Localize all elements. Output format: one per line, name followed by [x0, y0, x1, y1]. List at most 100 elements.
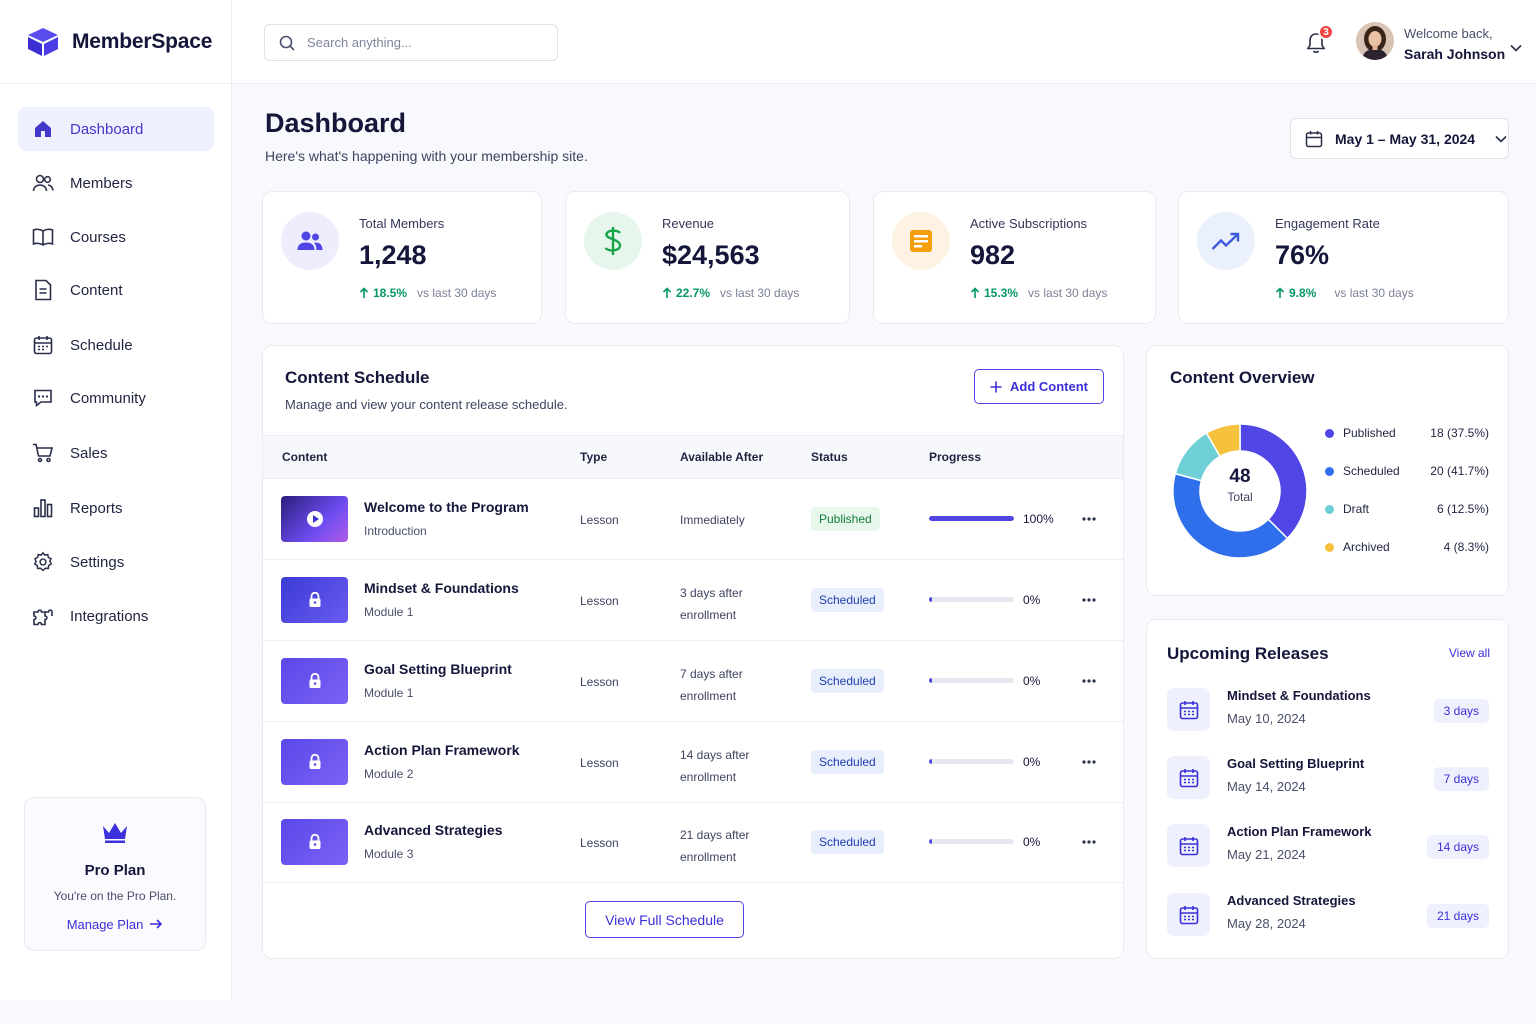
arrow-up-icon — [662, 287, 672, 299]
status-badge: Scheduled — [811, 669, 884, 693]
nav-item-label: Sales — [70, 444, 108, 462]
more-options-icon[interactable] — [1081, 509, 1097, 529]
nav-item-community[interactable]: Community — [18, 376, 214, 420]
progress-value: 0% — [1023, 593, 1041, 607]
nav-item-reports[interactable]: Reports — [18, 486, 214, 530]
available-after-line2: enrollment — [680, 689, 737, 703]
available-after: 3 days after enrollment — [680, 582, 790, 626]
legend-item[interactable]: Scheduled 20 (41.7%) — [1325, 462, 1489, 482]
table-row[interactable]: Mindset & Foundations Module 1 Lesson 3 day… — [263, 560, 1123, 641]
content-thumbnail[interactable] — [281, 819, 348, 865]
table-row[interactable]: Welcome to the Program Introduction Lesson… — [263, 479, 1123, 560]
content-thumbnail[interactable] — [281, 496, 348, 542]
legend-item[interactable]: Draft 6 (12.5%) — [1325, 500, 1489, 520]
stat-value: 1,248 — [359, 240, 427, 270]
release-name: Mindset & Foundations — [1227, 688, 1371, 703]
trend-note: vs last 30 days — [720, 286, 800, 300]
nav-item-members[interactable]: Members — [18, 161, 214, 205]
donut-slice-published[interactable] — [1239, 423, 1307, 540]
content-module: Module 1 — [364, 605, 414, 619]
more-options-icon[interactable] — [1081, 752, 1097, 772]
column-header[interactable]: Available After — [680, 450, 764, 464]
table-row[interactable]: Goal Setting Blueprint Module 1 Lesson 7 da… — [263, 641, 1123, 722]
status-badge: Scheduled — [811, 588, 884, 612]
available-after: 7 days after enrollment — [680, 663, 790, 707]
nav-item-schedule[interactable]: Schedule — [18, 323, 214, 367]
content-name[interactable]: Mindset & Foundations — [364, 580, 519, 596]
donut-slice-archived[interactable] — [1205, 423, 1241, 458]
content-thumbnail[interactable] — [281, 658, 348, 704]
date-range-picker[interactable]: May 1 – May 31, 2024 — [1290, 118, 1509, 159]
search-input[interactable] — [307, 35, 537, 50]
legend-item[interactable]: Archived 4 (8.3%) — [1325, 538, 1489, 558]
plus-icon — [990, 381, 1002, 393]
legend-dot — [1325, 467, 1334, 476]
view-all-link[interactable]: View all — [1448, 646, 1490, 660]
bar-chart-icon — [32, 497, 54, 519]
table-row[interactable]: Advanced Strategies Module 3 Lesson 21 days… — [263, 802, 1123, 883]
available-after-line1: 21 days after — [680, 828, 750, 842]
available-after-line1: 14 days after — [680, 748, 750, 762]
nav-item-sales[interactable]: Sales — [18, 431, 214, 475]
stat-value: 76% — [1275, 240, 1330, 270]
nav-item-integrations[interactable]: Integrations — [18, 594, 214, 638]
stat-value: $24,563 — [662, 240, 760, 270]
nav-item-dashboard[interactable]: Dashboard — [18, 107, 214, 151]
legend-dot — [1325, 429, 1334, 438]
trend-value: 15.3% — [984, 286, 1019, 300]
brand[interactable]: MemberSpace — [26, 26, 212, 58]
column-header[interactable]: Progress — [929, 450, 982, 464]
available-after-line2: enrollment — [680, 770, 737, 784]
upcoming-release-item[interactable]: Action Plan Framework May 21, 2024 14 days — [1167, 820, 1489, 870]
lock-icon — [308, 834, 322, 850]
nav-item-settings[interactable]: Settings — [18, 540, 214, 584]
content-name[interactable]: Action Plan Framework — [364, 742, 520, 758]
nav-item-content[interactable]: Content — [18, 268, 214, 312]
content-name[interactable]: Welcome to the Program — [364, 499, 529, 515]
table-row[interactable]: Action Plan Framework Module 2 Lesson 14 da… — [263, 722, 1123, 803]
column-header[interactable]: Type — [580, 450, 608, 464]
avatar[interactable] — [1356, 22, 1394, 60]
release-name: Advanced Strategies — [1227, 893, 1356, 908]
section-subtitle: Manage and view your content release sch… — [285, 397, 568, 412]
upcoming-release-item[interactable]: Mindset & Foundations May 10, 2024 3 days — [1167, 684, 1489, 734]
progress-value: 0% — [1023, 755, 1041, 769]
stat-trend: 9.8% vs last 30 days — [1275, 286, 1414, 300]
chat-icon — [32, 387, 54, 409]
more-options-icon[interactable] — [1081, 832, 1097, 852]
content-name[interactable]: Goal Setting Blueprint — [364, 661, 512, 677]
content-overview-panel: Content Overview 48 Total Published 18 (3… — [1146, 345, 1509, 596]
legend-item[interactable]: Published 18 (37.5%) — [1325, 424, 1489, 444]
more-options-icon[interactable] — [1081, 671, 1097, 691]
search-box[interactable] — [264, 24, 558, 61]
stat-label: Revenue — [662, 216, 715, 231]
column-header[interactable]: Status — [811, 450, 848, 464]
stat-card-revenue: Revenue $24,563 22.7% vs last 30 days — [565, 191, 850, 324]
more-options-icon[interactable] — [1081, 590, 1097, 610]
dollar-icon — [584, 212, 642, 270]
content-thumbnail[interactable] — [281, 739, 348, 785]
lock-icon — [308, 592, 322, 608]
legend-dot — [1325, 505, 1334, 514]
view-full-schedule-button[interactable]: View Full Schedule — [585, 901, 744, 938]
book-icon — [32, 226, 54, 248]
manage-plan-link[interactable]: Manage Plan — [25, 917, 205, 932]
content-name[interactable]: Advanced Strategies — [364, 822, 503, 838]
lock-icon — [308, 754, 322, 770]
chevron-down-icon[interactable] — [1510, 44, 1522, 52]
add-content-button[interactable]: Add Content — [974, 369, 1104, 404]
page-title: Dashboard — [265, 108, 407, 138]
plan-subtitle: You're on the Pro Plan. — [53, 889, 177, 903]
topbar: 3 Welcome back, Sarah Johnson — [232, 0, 1536, 84]
gear-icon — [32, 551, 54, 573]
content-thumbnail[interactable] — [281, 577, 348, 623]
nav-item-label: Settings — [70, 553, 125, 571]
section-title: Content Overview — [1170, 368, 1315, 387]
users-icon — [32, 172, 54, 194]
donut-slice-scheduled[interactable] — [1173, 472, 1289, 559]
nav-item-courses[interactable]: Courses — [18, 215, 214, 259]
column-header[interactable]: Content — [282, 450, 328, 464]
release-name: Goal Setting Blueprint — [1227, 756, 1365, 771]
upcoming-release-item[interactable]: Goal Setting Blueprint May 14, 2024 7 days — [1167, 752, 1489, 802]
upcoming-release-item[interactable]: Advanced Strategies May 28, 2024 21 days — [1167, 889, 1489, 939]
